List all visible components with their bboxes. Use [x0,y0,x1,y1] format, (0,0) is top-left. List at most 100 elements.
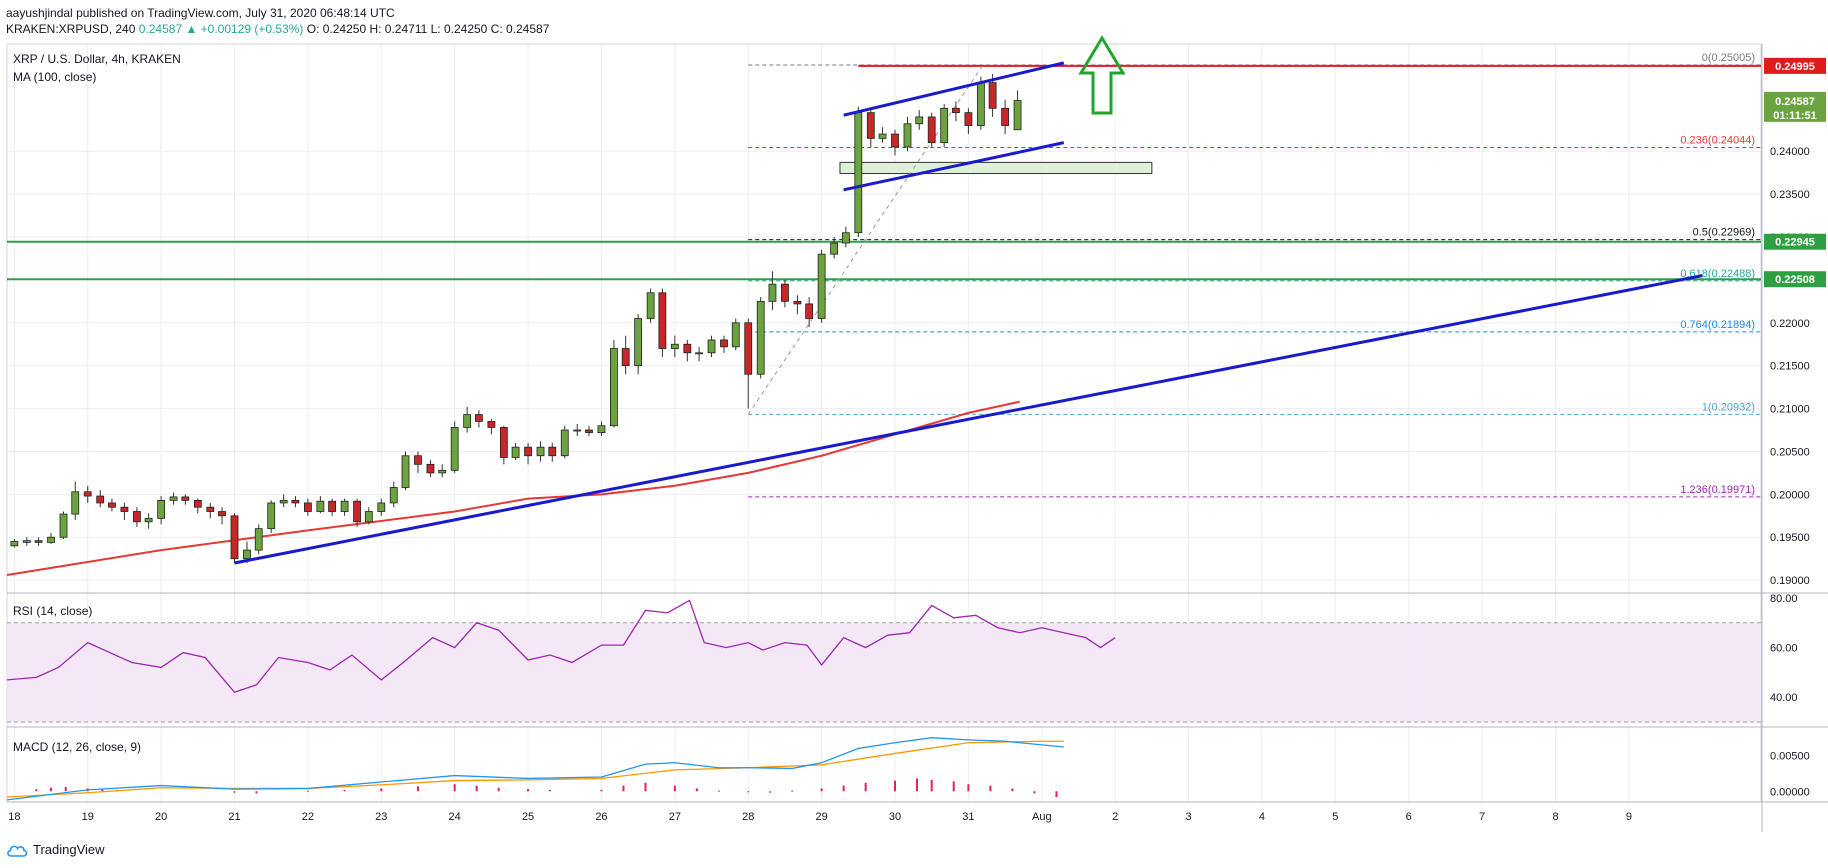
candle [120,502,129,521]
fib-level-label: 1.236(0.19971) [1680,484,1755,496]
price-tick-label: 0.19000 [1770,575,1810,587]
candle [817,249,826,323]
candle [720,335,728,353]
candle-body [218,511,226,517]
candle-body [524,446,532,457]
candle-body [353,500,361,523]
time-tick-label: 21 [228,811,240,823]
macd-histogram-bar [1033,791,1036,794]
candle-body [120,506,129,512]
candle [573,424,582,437]
macd-histogram-bar [916,778,919,792]
fib-level-label: 1(0.20932) [1702,401,1755,413]
horizontal-levels [7,64,1761,281]
price-tick-label: 0.24000 [1770,146,1810,158]
candle-body [915,116,924,125]
pane-separators [6,43,1828,832]
candle [781,279,789,308]
candle [499,425,508,465]
candle-body [976,82,985,126]
macd-histogram-bar [717,790,720,792]
candle-body [707,339,716,354]
candle [878,127,887,143]
macd-histogram-bar [527,789,530,792]
price-tick-label: 0.22000 [1770,318,1810,330]
fib-level-label: 0(0.25005) [1702,52,1755,64]
candle-body [548,446,557,457]
fib-level-label: 0.5(0.22969) [1693,227,1755,239]
candle-body [1001,107,1009,126]
candle [193,498,202,514]
candle [768,271,777,310]
candle [169,492,178,505]
candle-body [206,506,215,512]
candle [450,421,459,473]
time-tick-label: 18 [8,811,20,823]
candle [157,496,166,525]
tradingview-brand[interactable]: TradingView [6,842,105,857]
macd-tick-label: 0.00500 [1770,751,1810,763]
candle-body [426,463,435,474]
author-link[interactable]: aayushjindal [6,6,73,20]
price-change: 0.24587 ▲ +0.00129 (+0.53%) [138,22,304,36]
candle-body [670,343,679,349]
macd-histogram-bar [894,780,897,792]
candle-body [964,112,973,126]
rsi-tick-label: 60.00 [1770,643,1798,655]
candle [658,288,667,358]
candle [426,460,435,478]
candle [279,494,288,508]
rsi-tick-label: 80.00 [1770,593,1798,605]
candlesticks [10,74,1022,563]
time-tick-label: 24 [449,811,461,823]
time-axis: 18 19 20 21 22 23 24 25 26 27 28 29 30 31 Aug 2 3 4 5 6 7 8 9 [8,811,1632,823]
candle [438,464,447,478]
macd-pane-title: MACD (12, 26, close, 9) [13,740,142,754]
candle [181,494,190,505]
candle-body [793,300,802,305]
candle-body [817,253,826,319]
fib-diagonal-line [747,64,984,415]
current-price-tag-bg [1764,91,1826,122]
candle-body [597,425,606,433]
macd-histogram-bar [453,784,456,792]
candle-body [316,500,325,512]
ma-100-series [6,400,1020,576]
candle-body [487,421,496,428]
support-zone [839,161,1153,175]
candle [291,496,300,508]
candle [952,101,960,122]
candle-body [695,352,703,355]
macd-histogram-bar [101,789,104,792]
candle-body [854,112,863,234]
time-tick-label: 29 [815,811,827,823]
candle-body [132,511,141,523]
candle-body [683,343,692,354]
trendline-channel-top [843,61,1065,117]
candle-body [414,455,422,465]
candle [132,507,141,527]
candle [707,335,716,358]
macd-histogram-bar [549,789,552,792]
candle [940,104,949,147]
candle [866,108,875,147]
price-axis: 0.240000.235000.230000.220000.215000.210… [1764,57,1826,587]
candle-body [267,502,276,530]
time-tick-label: 22 [302,811,314,823]
candle [267,500,276,533]
current-price-tag: 0.24587 [1775,96,1815,108]
candle-body [646,292,655,319]
candle-body [463,414,472,428]
candle [634,314,643,375]
symbol-label: KRAKEN:XRPUSD, 240 [6,22,136,36]
fibonacci-levels: 0(0.25005)0.236(0.24044)0.5(0.22969)0.61… [748,52,1761,498]
price-tick-label: 0.21000 [1770,404,1810,416]
candle [548,442,557,462]
macd-histogram-bar [769,791,772,793]
macd-histogram-bar [952,781,955,792]
candle [230,513,239,563]
candle-body [47,536,55,543]
candle-body [731,322,740,348]
macd-histogram-bar [50,787,53,792]
